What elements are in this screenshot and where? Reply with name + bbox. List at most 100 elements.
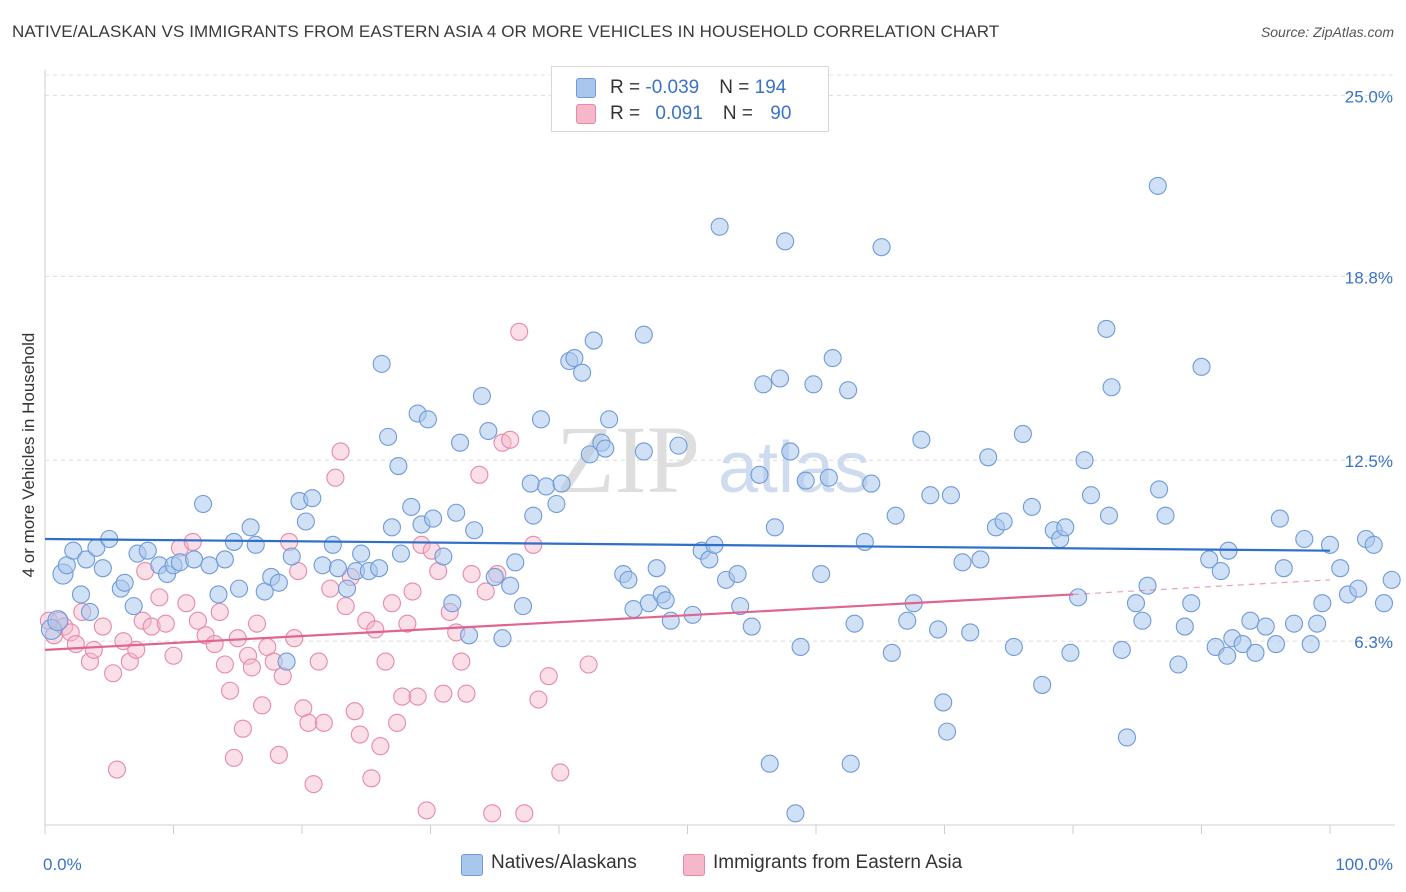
data-point-natives bbox=[124, 597, 143, 616]
data-point-natives bbox=[580, 445, 599, 464]
data-point-immigrants bbox=[321, 579, 340, 598]
bottom-legend-swatch-pink bbox=[683, 854, 705, 876]
data-point-natives bbox=[647, 559, 666, 578]
data-point-immigrants bbox=[529, 690, 548, 709]
data-point-natives bbox=[1133, 611, 1152, 630]
data-point-natives bbox=[352, 544, 371, 563]
data-point-natives bbox=[93, 559, 112, 578]
data-point-immigrants bbox=[345, 702, 364, 721]
data-point-natives bbox=[521, 474, 540, 493]
data-point-natives bbox=[728, 564, 747, 584]
data-point-natives bbox=[472, 386, 491, 406]
data-point-natives bbox=[862, 474, 881, 493]
data-point-immigrants bbox=[314, 713, 333, 732]
data-point-natives bbox=[600, 410, 619, 429]
data-point-natives bbox=[200, 556, 219, 575]
data-point-natives bbox=[710, 217, 729, 236]
data-point-immigrants bbox=[434, 684, 453, 703]
legend-r-label: R = bbox=[610, 103, 646, 124]
data-point-natives bbox=[1301, 635, 1320, 654]
data-point-immigrants bbox=[452, 652, 471, 671]
data-point-immigrants bbox=[462, 564, 481, 584]
data-point-immigrants bbox=[403, 582, 422, 601]
data-point-immigrants bbox=[66, 635, 85, 654]
data-point-natives bbox=[382, 518, 402, 537]
data-point-immigrants bbox=[350, 725, 369, 744]
legend-n-value: 194 bbox=[754, 77, 787, 98]
data-point-natives bbox=[485, 567, 504, 586]
data-point-natives bbox=[596, 439, 615, 458]
data-point-immigrants bbox=[120, 652, 139, 671]
data-point-immigrants bbox=[150, 588, 169, 607]
data-point-natives bbox=[1004, 637, 1023, 657]
data-point-immigrants bbox=[362, 769, 381, 788]
data-point-natives bbox=[1022, 497, 1041, 516]
data-point-natives bbox=[1256, 617, 1275, 636]
data-point-natives bbox=[823, 349, 842, 368]
data-point-natives bbox=[634, 442, 653, 461]
data-point-natives bbox=[64, 541, 83, 560]
data-point-natives bbox=[786, 804, 805, 823]
data-point-natives bbox=[584, 331, 603, 350]
data-point-natives bbox=[760, 754, 779, 773]
bottom-legend-label: Immigrants from Eastern Asia bbox=[713, 852, 963, 873]
data-point-natives bbox=[443, 594, 462, 613]
legend-swatch-blue bbox=[576, 78, 596, 98]
data-point-natives bbox=[1308, 614, 1327, 633]
data-point-natives bbox=[776, 232, 795, 251]
data-point-natives bbox=[912, 430, 931, 449]
watermark-zip: ZIP bbox=[556, 406, 700, 513]
data-point-natives bbox=[979, 448, 998, 467]
data-point-natives bbox=[971, 550, 990, 569]
data-point-natives bbox=[337, 579, 357, 598]
legend-r-label: R = bbox=[610, 77, 646, 98]
data-point-natives bbox=[71, 585, 91, 604]
data-point-natives bbox=[941, 486, 960, 505]
data-point-natives bbox=[459, 626, 479, 645]
data-point-natives bbox=[1295, 529, 1314, 549]
data-point-natives bbox=[1182, 594, 1201, 613]
data-point-immigrants bbox=[247, 614, 267, 633]
data-point-natives bbox=[1175, 617, 1194, 636]
data-point-natives bbox=[1211, 562, 1230, 581]
data-point-natives bbox=[47, 610, 69, 632]
legend-r-value: -0.039 bbox=[645, 77, 700, 98]
data-point-immigrants bbox=[501, 430, 520, 449]
data-point-natives bbox=[573, 363, 592, 382]
data-point-immigrants bbox=[551, 763, 570, 782]
y-tick-label: 12.5% bbox=[1345, 452, 1393, 471]
data-point-natives bbox=[938, 722, 957, 741]
data-point-immigrants bbox=[242, 658, 261, 677]
data-point-immigrants bbox=[107, 760, 127, 779]
data-point-natives bbox=[277, 652, 296, 671]
data-point-natives bbox=[1138, 576, 1157, 595]
trend-lines bbox=[44, 537, 1331, 652]
data-point-immigrants bbox=[133, 611, 152, 630]
source-credit: Source: ZipAtlas.com bbox=[1260, 24, 1394, 40]
data-point-natives bbox=[754, 375, 773, 394]
data-point-natives bbox=[447, 503, 466, 522]
data-point-natives bbox=[424, 509, 443, 528]
data-point-natives bbox=[506, 553, 525, 572]
data-point-immigrants bbox=[233, 719, 252, 738]
data-point-immigrants bbox=[224, 748, 243, 767]
data-point-immigrants bbox=[238, 646, 258, 665]
data-point-immigrants bbox=[515, 804, 534, 823]
data-point-natives bbox=[246, 535, 265, 554]
x-tick-label: 100.0% bbox=[1335, 855, 1393, 874]
legend-swatch-pink bbox=[576, 104, 596, 124]
legend-n-label: N = bbox=[722, 103, 759, 124]
data-point-natives bbox=[1126, 594, 1146, 613]
legend-box: R = -0.039 N = 194 R = 0.091 N = 90 bbox=[551, 66, 829, 132]
data-point-natives bbox=[552, 474, 571, 493]
data-point-natives bbox=[731, 597, 750, 616]
data-point-natives bbox=[524, 506, 543, 525]
data-point-natives bbox=[80, 602, 100, 622]
data-point-natives bbox=[796, 471, 815, 490]
data-point-natives bbox=[269, 573, 288, 592]
data-point-immigrants bbox=[93, 617, 112, 636]
grid-lines bbox=[45, 74, 1395, 642]
trend-line-immigrants bbox=[44, 593, 1074, 652]
data-point-natives bbox=[1033, 675, 1052, 694]
data-point-immigrants bbox=[253, 696, 272, 715]
